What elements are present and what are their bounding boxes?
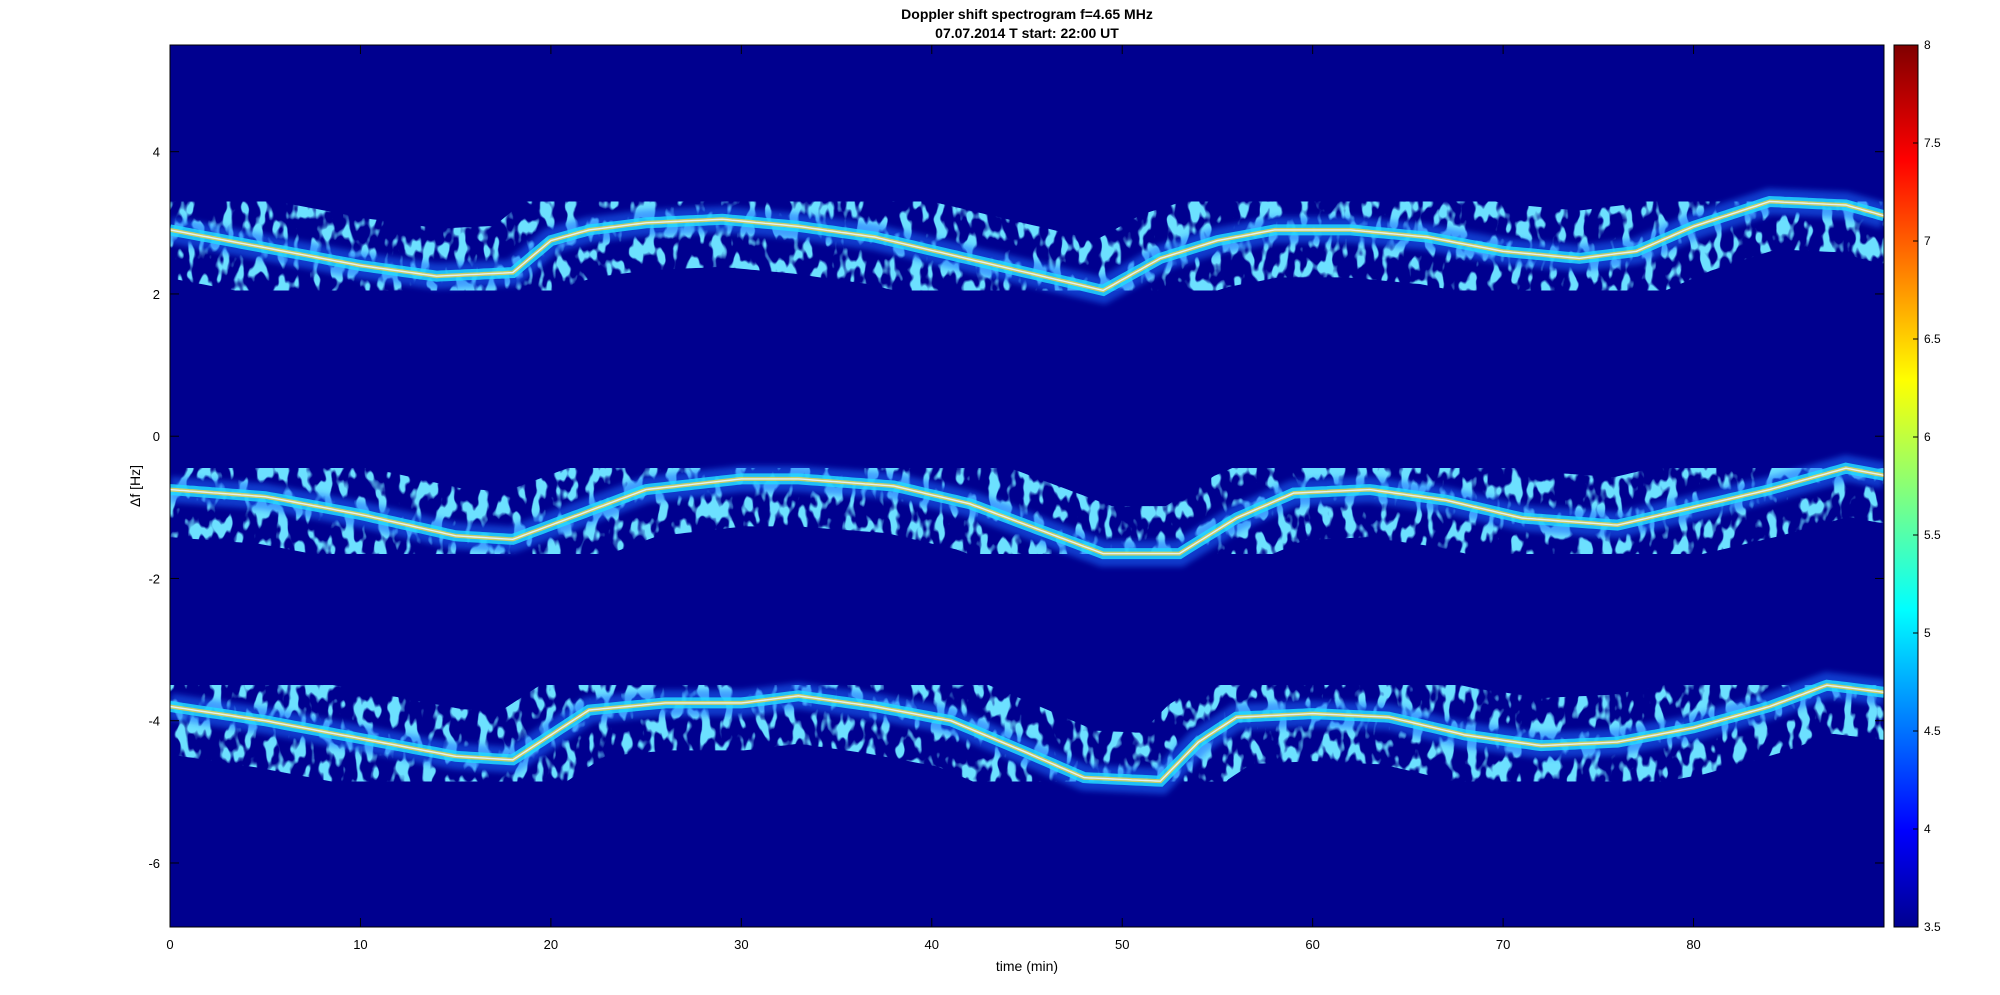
trace-line — [170, 200, 1884, 292]
x-tick-label: 20 — [544, 937, 558, 952]
x-tick-label: 10 — [353, 937, 367, 952]
colorbar-tick-label: 5.5 — [1924, 528, 1941, 542]
x-tick-label: 0 — [166, 937, 173, 952]
colorbar-tick-label: 8 — [1924, 38, 1931, 52]
trace-line — [170, 467, 1884, 555]
x-axis-label: time (min) — [996, 958, 1058, 974]
colorbar-tick-label: 4.5 — [1924, 724, 1941, 738]
colorbar-tick-label: 7 — [1924, 234, 1931, 248]
colorbar-tick-label: 5 — [1924, 626, 1931, 640]
colorbar-tick-label: 4 — [1924, 822, 1931, 836]
y-tick-label: 2 — [153, 287, 160, 302]
x-tick-label: 80 — [1686, 937, 1700, 952]
x-tick-label: 70 — [1496, 937, 1510, 952]
trace-band-2 — [170, 419, 1884, 602]
x-tick-label: 30 — [734, 937, 748, 952]
x-axis: 0 10 20 30 40 50 60 70 80 — [166, 45, 1701, 952]
colorbar-tick-label: 6 — [1924, 430, 1931, 444]
y-tick-label: -6 — [148, 856, 160, 871]
x-tick-label: 40 — [925, 937, 939, 952]
colorbar-tick-label: 3.5 — [1924, 920, 1941, 934]
y-tick-label: -2 — [148, 571, 160, 586]
plot-frame — [169, 44, 1885, 928]
y-tick-label: -4 — [148, 714, 160, 729]
trace-band-3 — [170, 636, 1884, 830]
colorbar-tick-label: 7.5 — [1924, 136, 1941, 150]
chart-title: Doppler shift spectrogram f=4.65 MHz — [901, 6, 1153, 22]
y-axis-label: Δf [Hz] — [127, 465, 143, 507]
trace-band-1 — [170, 153, 1884, 341]
colorbar — [1893, 44, 1919, 928]
y-axis: 4 2 0 -2 -4 -6 — [148, 145, 1884, 871]
trace-line — [170, 684, 1884, 782]
colorbar-axis: 8 7.5 7 6.5 6 5.5 5 4.5 4 3.5 — [1913, 38, 1941, 934]
colorbar-tick-label: 6.5 — [1924, 332, 1941, 346]
chart-subtitle: 07.07.2014 T start: 22:00 UT — [935, 25, 1119, 41]
x-tick-label: 60 — [1305, 937, 1319, 952]
y-tick-label: 0 — [153, 429, 160, 444]
y-tick-label: 4 — [153, 145, 160, 160]
x-tick-label: 50 — [1115, 937, 1129, 952]
